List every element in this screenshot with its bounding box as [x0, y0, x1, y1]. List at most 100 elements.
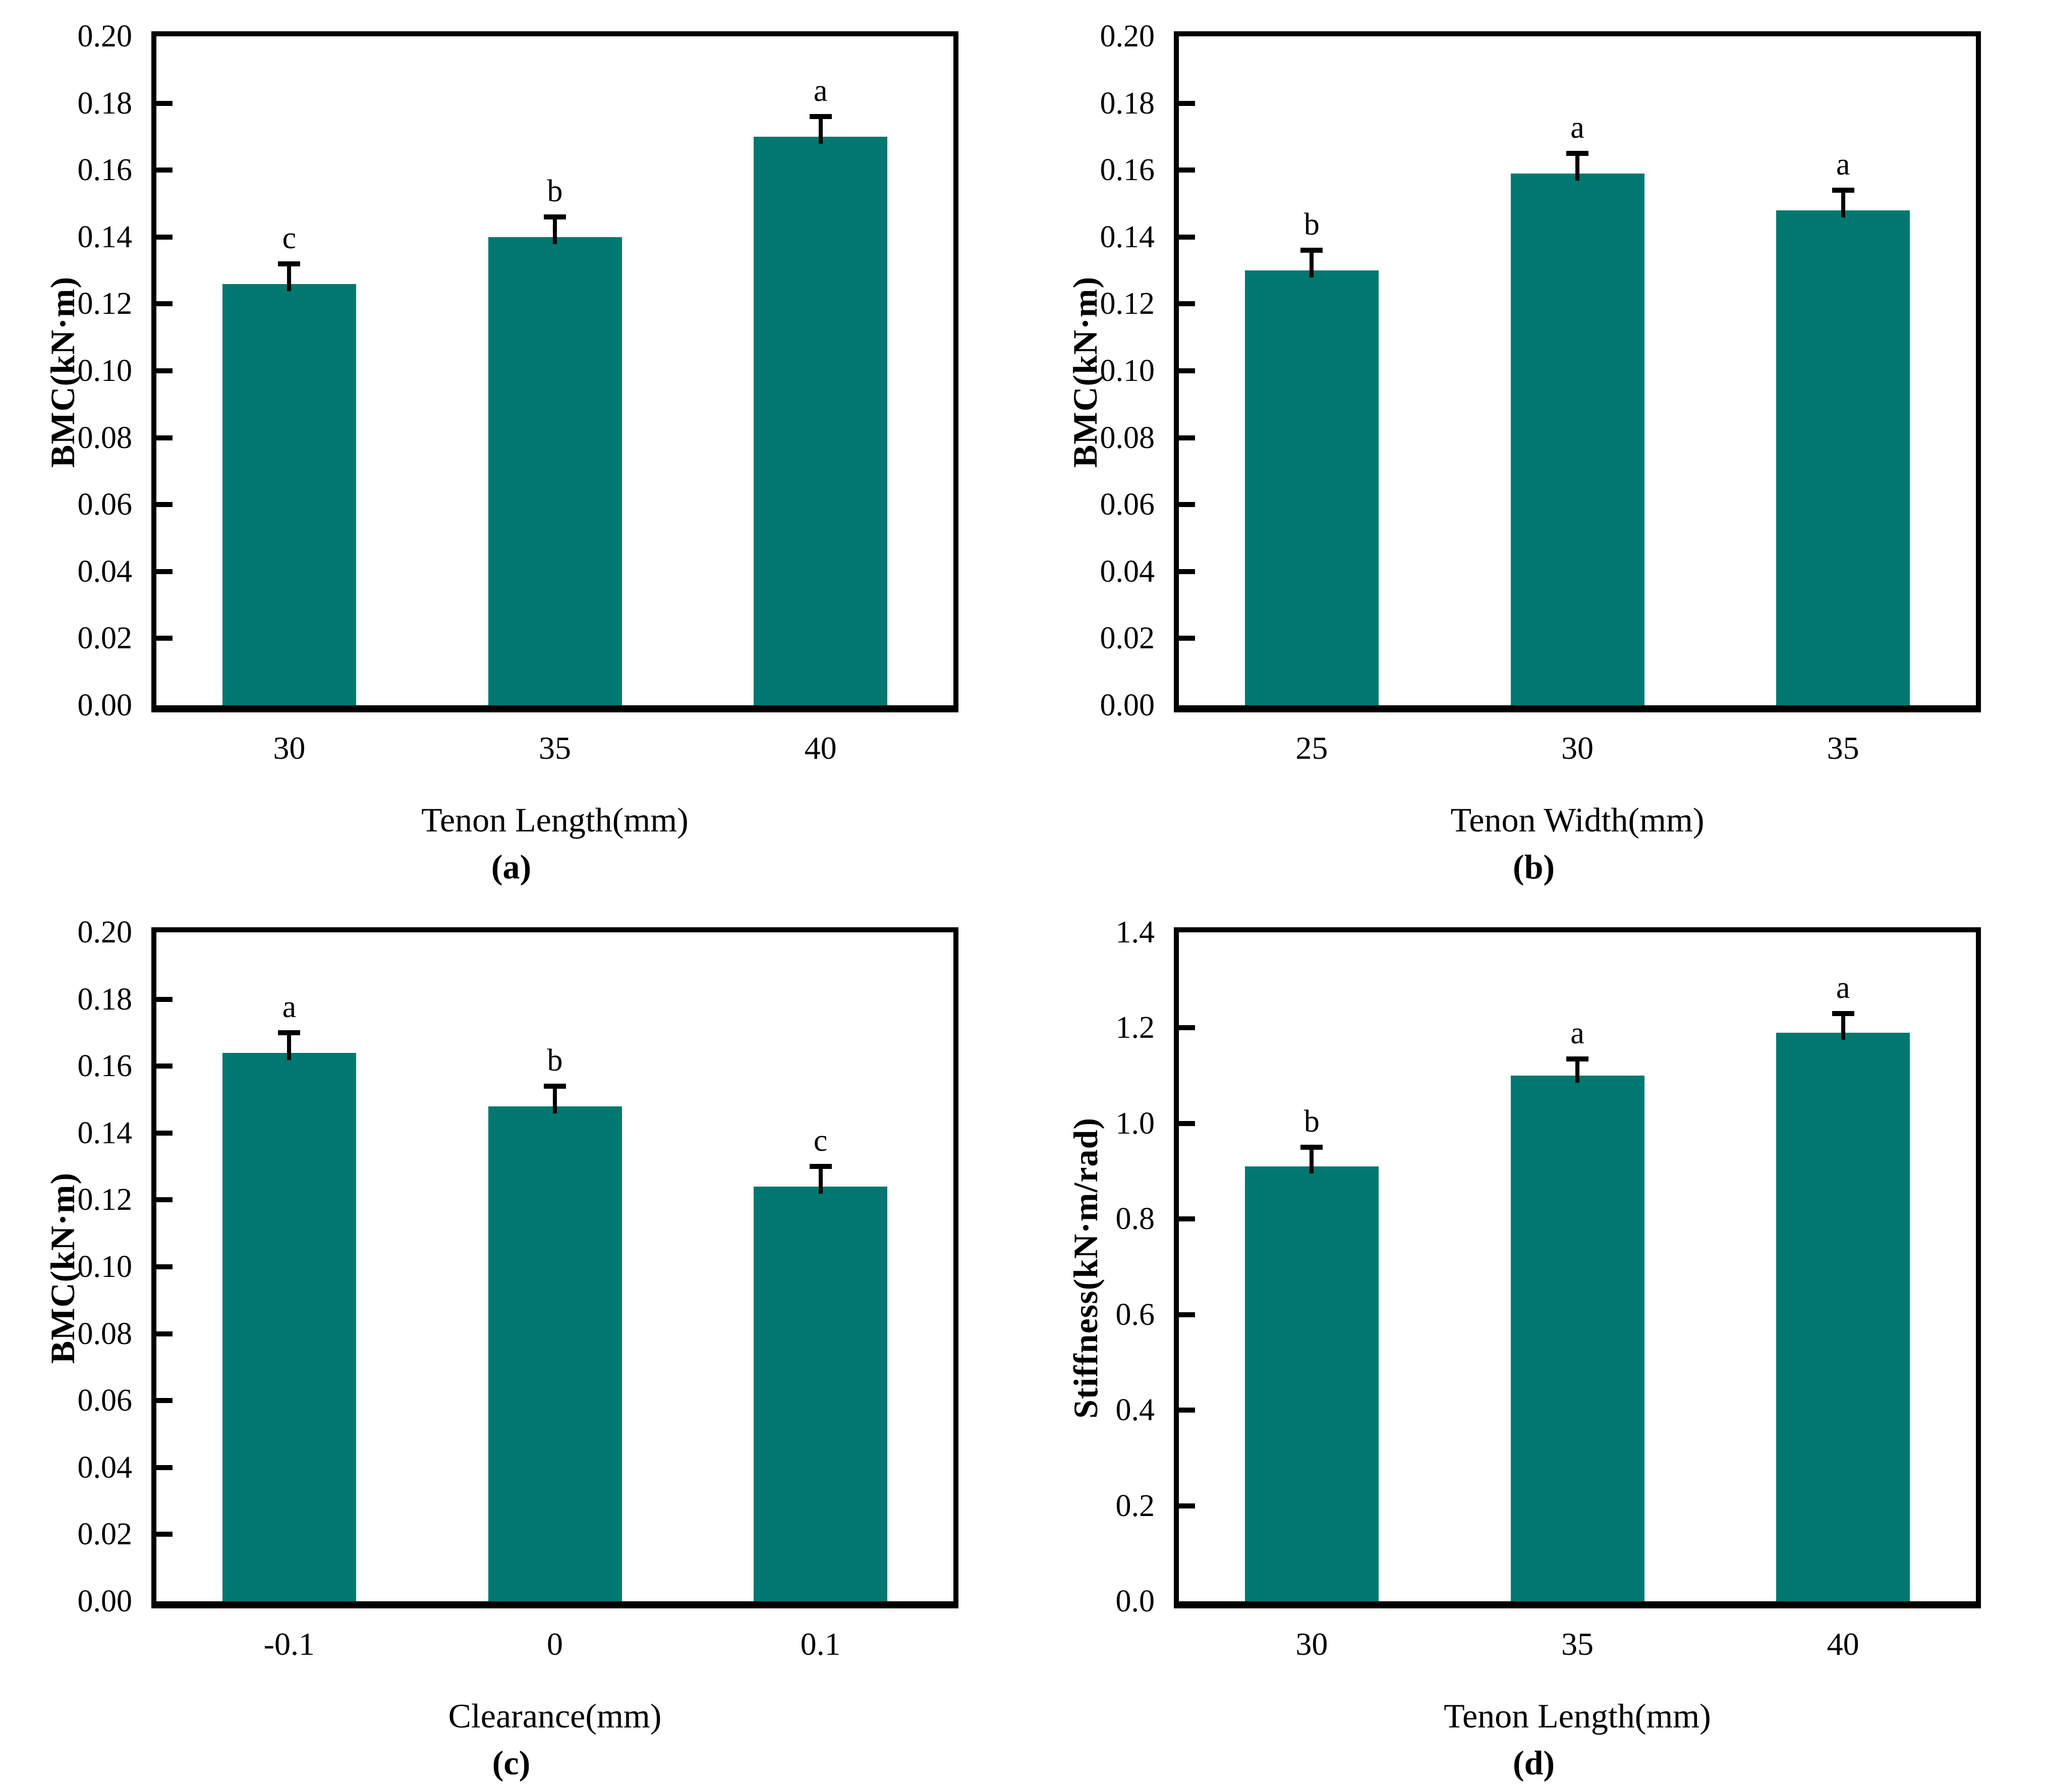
y-tick-label: 0.00	[77, 1584, 133, 1618]
y-tick-label: 0.6	[1115, 1297, 1155, 1332]
y-tick-label: 0.06	[77, 1383, 133, 1418]
plot-inner: b a a	[1179, 36, 1976, 705]
y-tick	[1179, 234, 1195, 240]
error-bar-cap	[1566, 1056, 1588, 1061]
error-bar-cap	[544, 214, 566, 220]
error-bar-cap	[278, 1030, 301, 1035]
x-axis-title: Tenon Length(mm)	[421, 801, 689, 839]
y-tick	[156, 502, 173, 508]
y-tick	[1179, 1503, 1195, 1508]
y-tick-label: 0.18	[77, 982, 133, 1017]
y-tick	[156, 1130, 173, 1136]
bar	[488, 1106, 622, 1601]
error-bar	[287, 263, 292, 291]
x-tick-label: 35	[1561, 1626, 1594, 1662]
plot-area: a b c	[151, 927, 958, 1608]
y-tick	[1179, 1216, 1195, 1222]
y-tick-label: 1.2	[1115, 1011, 1155, 1045]
x-tick-label: 35	[539, 730, 571, 766]
y-tick-label: 0.04	[1100, 554, 1155, 589]
y-tick-label: 0.14	[77, 1115, 133, 1150]
x-tick-label: -0.1	[263, 1626, 315, 1662]
panel-label: (d)	[1512, 1744, 1555, 1782]
y-tick-label: 0.12	[1100, 287, 1155, 321]
y-tick-label: 0.02	[77, 1517, 133, 1552]
y-tick	[156, 569, 173, 574]
y-tick	[156, 636, 173, 641]
error-bar	[818, 1166, 823, 1194]
significance-letter: a	[1836, 147, 1850, 182]
error-bar	[1575, 1059, 1579, 1083]
x-tick-label: 30	[1561, 730, 1594, 766]
significance-letter: b	[1303, 207, 1320, 242]
y-tick-label: 0.00	[1100, 688, 1155, 722]
bar	[1244, 270, 1379, 705]
plot-inner: c b a	[156, 36, 953, 705]
significance-letter: a	[813, 74, 828, 108]
panel-label: (b)	[1512, 848, 1555, 886]
y-tick-label: 0.10	[77, 354, 133, 388]
y-tick	[1179, 100, 1195, 106]
panel-label: (a)	[491, 848, 532, 886]
bar	[754, 136, 888, 705]
y-tick-label: 0.08	[77, 420, 133, 455]
plot-inner: b a a	[1179, 932, 1976, 1601]
x-tick-labels: -0.1 0 0.1	[156, 1627, 953, 1662]
y-tick-label: 0.16	[77, 1049, 133, 1084]
y-tick	[156, 1264, 173, 1269]
y-tick	[1179, 368, 1195, 373]
y-tick-label: 0.14	[1100, 219, 1155, 254]
y-tick	[1179, 1312, 1195, 1317]
bar	[1776, 1032, 1910, 1601]
y-tick-label: 0.18	[1100, 86, 1155, 121]
y-tick	[1179, 636, 1195, 641]
y-tick	[156, 1398, 173, 1404]
significance-letter: a	[1836, 971, 1850, 1005]
error-bar	[818, 117, 823, 144]
error-bar-cap	[809, 1164, 832, 1169]
error-bar-cap	[1832, 187, 1854, 193]
y-tick-label: 0.0	[1115, 1584, 1155, 1618]
y-tick	[156, 1331, 173, 1336]
y-tick-label: 0.12	[77, 1183, 133, 1217]
y-tick	[1179, 1408, 1195, 1413]
plot-inner: a b c	[156, 932, 953, 1601]
panel-label: (c)	[492, 1744, 531, 1782]
bar	[1510, 173, 1644, 705]
x-tick-label: 0	[547, 1626, 563, 1662]
y-tick-label: 0.00	[77, 688, 133, 722]
error-bar-cap	[809, 114, 832, 120]
plot-area: c b a	[151, 31, 958, 712]
y-tick-label: 0.20	[1100, 19, 1155, 53]
error-bar	[1575, 153, 1579, 181]
y-tick-label: 0.04	[77, 1450, 133, 1485]
panel-d: Stiffness(kN·m/rad) b a a 30 35 40 Tenon Len…	[1023, 896, 2045, 1792]
bar	[1510, 1076, 1644, 1601]
significance-letter: b	[547, 1043, 563, 1078]
y-tick	[1179, 502, 1195, 508]
error-bar	[1310, 250, 1314, 278]
y-tick	[156, 167, 173, 173]
x-tick-label: 40	[804, 730, 837, 766]
error-bar-cap	[1300, 248, 1323, 253]
error-bar-cap	[1832, 1011, 1854, 1017]
y-tick-label: 0.14	[77, 219, 133, 254]
y-tick-label: 0.02	[1100, 621, 1155, 656]
x-tick-labels: 30 35 40	[1179, 1627, 1976, 1662]
y-tick	[156, 1465, 173, 1470]
error-bar	[1841, 190, 1845, 217]
bar	[754, 1186, 888, 1601]
y-tick	[156, 1197, 173, 1203]
error-bar	[1310, 1147, 1314, 1174]
y-tick	[156, 234, 173, 240]
significance-letter: a	[282, 989, 297, 1024]
plot-area: b a a	[1174, 927, 1981, 1608]
significance-letter: b	[547, 174, 563, 209]
x-tick-label: 30	[1295, 1626, 1328, 1662]
significance-letter: a	[1570, 1016, 1584, 1050]
y-tick	[1179, 569, 1195, 574]
y-tick-label: 0.4	[1115, 1393, 1155, 1428]
x-tick-label: 35	[1827, 730, 1859, 766]
